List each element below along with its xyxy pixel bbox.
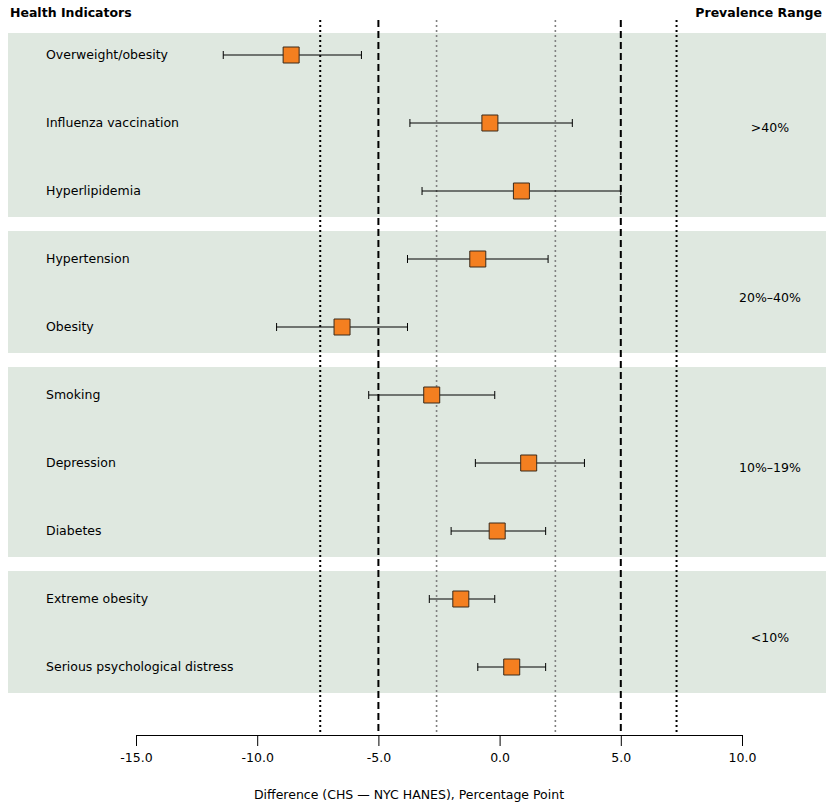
- point-estimate: [513, 183, 529, 199]
- group-label: >40%: [751, 120, 789, 135]
- tick: -5.0: [367, 735, 391, 765]
- reference-lines: [320, 20, 676, 735]
- error-cap: [429, 595, 430, 603]
- error-cap: [545, 527, 546, 535]
- group-label: 20%–40%: [739, 290, 801, 305]
- group-band: [8, 33, 826, 217]
- error-cap: [494, 391, 495, 399]
- chart: Health Indicators Prevalence Range Overwei…: [0, 0, 835, 807]
- tick-mark: [136, 735, 137, 746]
- tick-mark: [257, 735, 258, 746]
- tick-mark: [742, 735, 743, 746]
- point-estimate: [453, 591, 469, 607]
- tick-mark: [621, 735, 622, 746]
- x-axis: -15.0 -10.0 -5.0 0.0 5.0 10.0: [120, 735, 756, 765]
- error-cap: [545, 663, 546, 671]
- point-estimate: [489, 523, 505, 539]
- error-cap: [584, 459, 585, 467]
- axis-title: Difference (CHS — NYC HANES), Percentage…: [254, 787, 564, 802]
- category-labels: Overweight/obesity Influenza vaccination H…: [46, 47, 234, 674]
- tick-label: 5.0: [611, 750, 631, 765]
- group-label: 10%–19%: [739, 460, 801, 475]
- markers: [283, 47, 537, 675]
- error-cap: [276, 323, 277, 331]
- error-cap: [620, 187, 621, 195]
- tick: 0.0: [490, 735, 510, 765]
- error-cap: [548, 255, 549, 263]
- error-cap: [223, 51, 224, 59]
- reference-line: [676, 20, 678, 735]
- tick-label: 10.0: [729, 750, 757, 765]
- group-band: [8, 571, 826, 693]
- axis-line: [137, 736, 743, 747]
- tick-mark: [378, 735, 379, 746]
- category-label: Obesity: [46, 319, 94, 334]
- error-cap: [475, 459, 476, 467]
- tick: -10.0: [242, 735, 274, 765]
- tick-mark: [500, 735, 501, 746]
- error-cap: [422, 187, 423, 195]
- reference-line: [620, 20, 622, 735]
- tick-label: -10.0: [242, 750, 274, 765]
- point-estimate: [482, 115, 498, 131]
- category-label: Extreme obesity: [46, 591, 149, 606]
- category-label: Influenza vaccination: [46, 115, 179, 130]
- reference-line: [319, 20, 321, 735]
- category-label: Depression: [46, 455, 116, 470]
- category-label: Serious psychological distress: [46, 659, 234, 674]
- group-band: [8, 231, 826, 353]
- group-bands: [8, 33, 826, 693]
- tick: -15.0: [120, 735, 152, 765]
- reference-line: [436, 20, 438, 735]
- group-label: <10%: [751, 630, 789, 645]
- tick-label: 0.0: [490, 750, 510, 765]
- error-cap: [477, 663, 478, 671]
- category-label: Diabetes: [46, 523, 102, 538]
- point-estimate: [424, 387, 440, 403]
- group-labels: >40% 20%–40% 10%–19% <10%: [739, 120, 801, 645]
- category-label: Smoking: [46, 387, 100, 402]
- error-cap: [572, 119, 573, 127]
- error-cap: [494, 595, 495, 603]
- point-estimate: [283, 47, 299, 63]
- error-cap: [407, 323, 408, 331]
- error-bars: [223, 51, 621, 671]
- group-band: [8, 367, 826, 557]
- reference-line: [377, 20, 379, 735]
- point-estimate: [504, 659, 520, 675]
- tick: 10.0: [729, 735, 757, 765]
- error-cap: [409, 119, 410, 127]
- error-cap: [451, 527, 452, 535]
- point-estimate: [334, 319, 350, 335]
- tick-label: -15.0: [120, 750, 152, 765]
- reference-line: [555, 20, 557, 735]
- tick: 5.0: [611, 735, 631, 765]
- category-label: Hyperlipidemia: [46, 183, 141, 198]
- header: Prevalence Range: [695, 5, 822, 20]
- point-estimate: [470, 251, 486, 267]
- header: Health Indicators: [10, 5, 132, 20]
- error-cap: [407, 255, 408, 263]
- tick-label: -5.0: [367, 750, 391, 765]
- error-cap: [368, 391, 369, 399]
- category-label: Hypertension: [46, 251, 130, 266]
- error-cap: [361, 51, 362, 59]
- category-label: Overweight/obesity: [46, 47, 169, 62]
- plot-area: [223, 20, 676, 735]
- point-estimate: [521, 455, 537, 471]
